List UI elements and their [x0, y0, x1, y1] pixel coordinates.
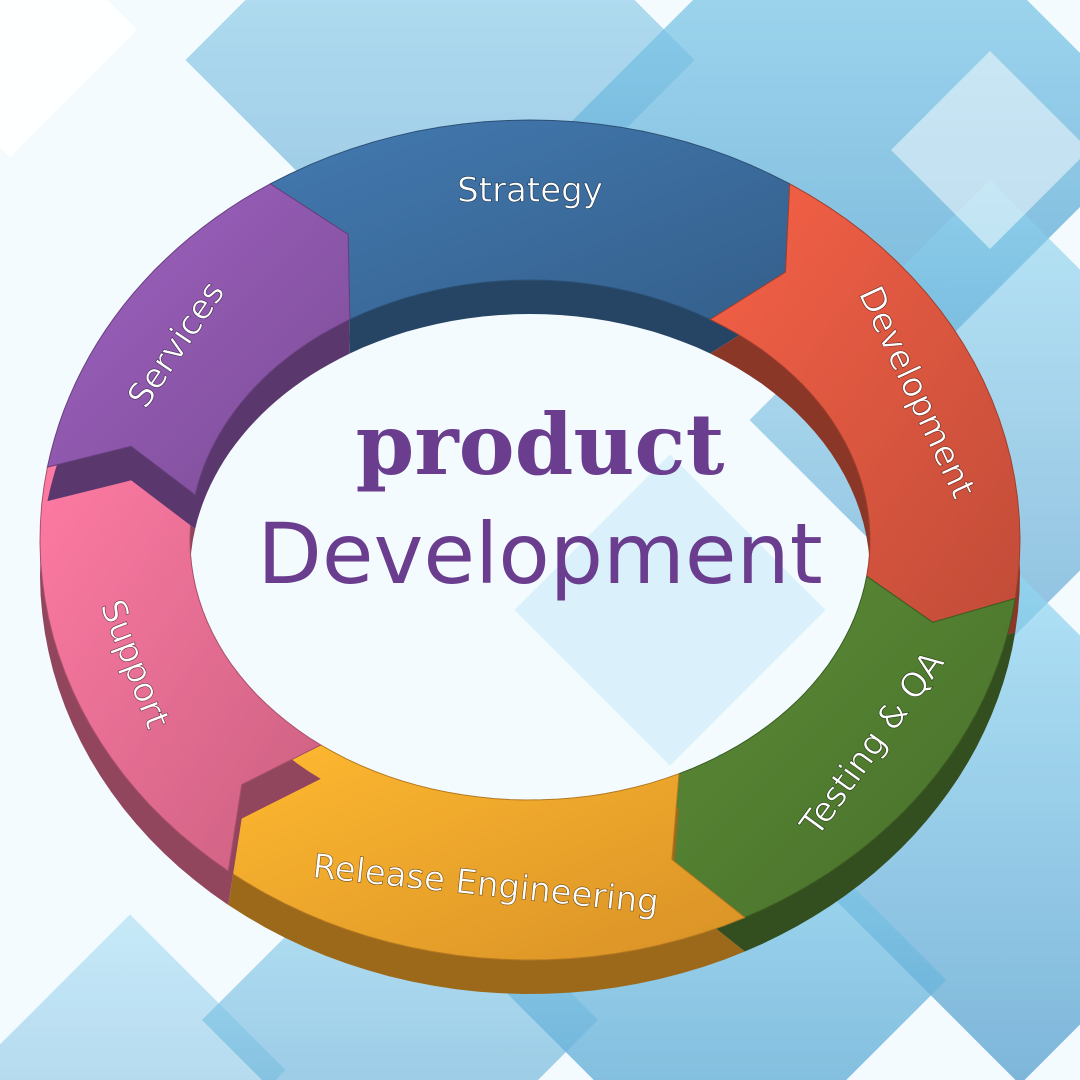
- stage-segment-services: [46, 183, 351, 529]
- stage-segment-release-engineering: [227, 744, 746, 994]
- center-title-line1: product: [355, 395, 725, 494]
- stage-segment-face: [46, 183, 351, 496]
- stage-label: Strategy: [457, 171, 603, 211]
- center-title-line2: Development: [257, 505, 823, 603]
- stage-segment-strategy: [269, 119, 791, 354]
